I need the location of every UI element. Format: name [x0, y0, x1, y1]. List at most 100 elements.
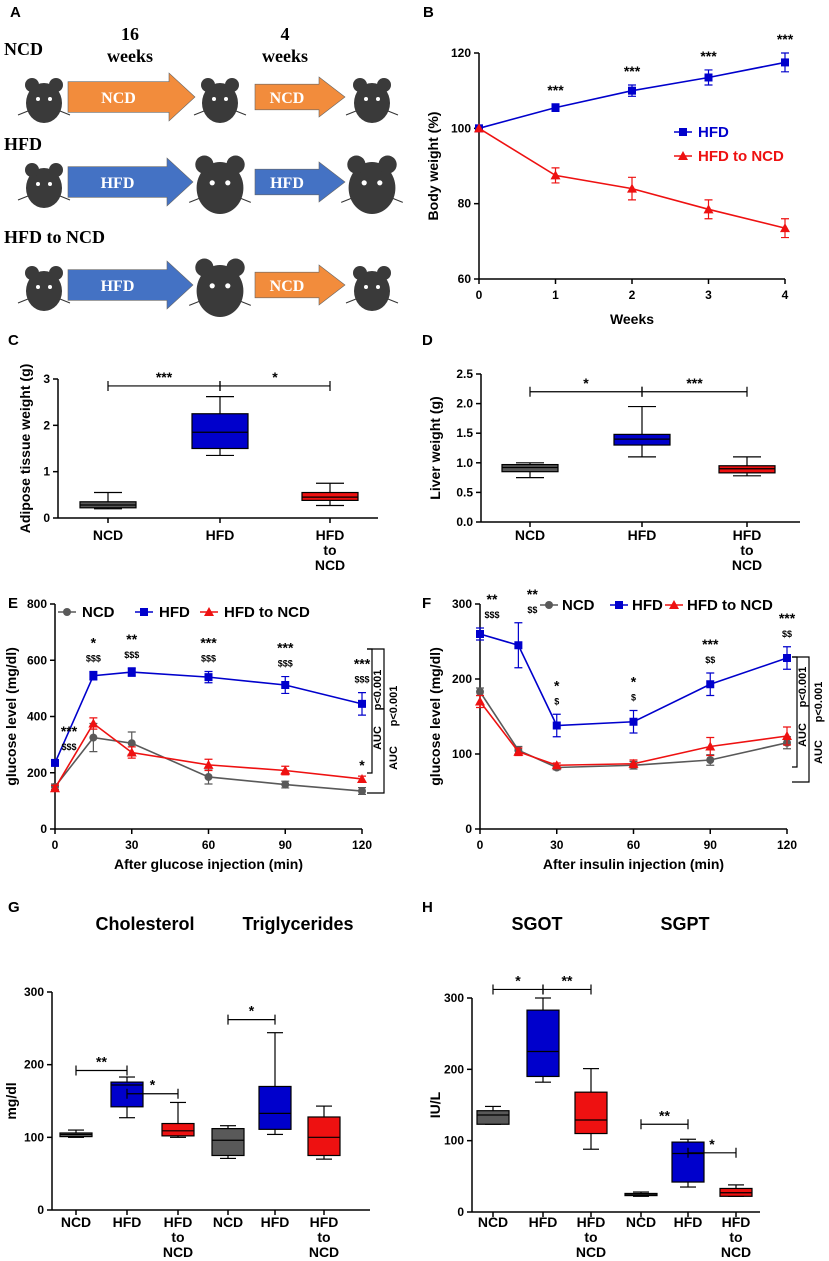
y-tick-label: 300 — [444, 991, 464, 1005]
box — [211, 1128, 245, 1157]
y-tick-label: 0.0 — [456, 515, 473, 529]
y-tick-label: 0 — [37, 1203, 44, 1217]
legend-label: HFD to NCD — [687, 597, 773, 614]
data-point — [476, 630, 484, 638]
panel-label-h: H — [422, 899, 433, 916]
box — [476, 1110, 510, 1125]
x-tick-label: 4 — [782, 288, 789, 302]
mouse-icon — [345, 266, 399, 311]
significance-marker: * — [554, 677, 560, 693]
y-tick-label: 0 — [457, 1205, 464, 1219]
diet-arrow-label: HFD — [101, 278, 135, 295]
y-axis-label: mg/dl — [3, 1082, 19, 1119]
group-title: SGPT — [660, 914, 709, 934]
auc-label: AUC — [388, 746, 400, 770]
y-tick-label: 200 — [452, 672, 472, 686]
auc-label: p<0.001 — [813, 682, 825, 723]
significance-marker: ** — [659, 1107, 670, 1123]
box — [671, 1141, 705, 1183]
auc-bracket — [792, 656, 810, 783]
y-tick-label: 80 — [458, 197, 472, 211]
significance-marker: $$$ — [278, 659, 293, 669]
category-label: NCD — [213, 1214, 243, 1230]
significance-marker: *** — [702, 636, 719, 652]
significance-marker: ** — [562, 972, 573, 988]
y-tick-label: 0.5 — [456, 485, 473, 499]
significance-marker: *** — [686, 375, 703, 391]
box — [258, 1085, 292, 1130]
legend-label: HFD — [698, 124, 729, 141]
data-point — [551, 760, 562, 770]
diet-arrow-label: HFD — [101, 175, 135, 192]
panel-label-d: D — [422, 332, 433, 349]
significance-marker: $ — [554, 696, 559, 706]
x-axis-label: After insulin injection (min) — [543, 856, 724, 872]
box — [301, 491, 359, 501]
significance-marker: *** — [61, 723, 78, 739]
y-axis-label: IU/L — [427, 1091, 443, 1118]
data-point — [629, 717, 638, 726]
y-tick-label: 1 — [43, 465, 50, 479]
x-tick-label: 3 — [705, 288, 712, 302]
legend-label: NCD — [562, 597, 595, 614]
category-label: HFD — [206, 527, 235, 543]
series-line — [54, 736, 363, 792]
data-point — [782, 731, 792, 740]
x-tick-label: 90 — [704, 838, 718, 852]
y-tick-label: 3 — [43, 372, 50, 386]
significance-marker: *** — [624, 63, 641, 79]
panel-label-f: F — [422, 595, 431, 612]
y-axis-label: Body weight (%) — [425, 112, 441, 221]
legend-marker — [669, 600, 679, 609]
significance-marker: * — [709, 1136, 715, 1152]
auc-label: AUC — [813, 740, 825, 764]
legend-marker — [204, 607, 214, 616]
legend-marker — [615, 601, 623, 609]
auc-label: AUC — [372, 726, 384, 750]
legend-label: NCD — [82, 604, 115, 621]
data-point — [281, 780, 290, 789]
duration-label: 16 — [121, 24, 139, 44]
x-tick-label: 120 — [352, 838, 372, 852]
data-point — [51, 758, 59, 767]
category-label: NCD — [93, 527, 123, 543]
significance-marker: ** — [96, 1053, 107, 1069]
significance-marker: ** — [487, 591, 498, 607]
category-label: NCD — [61, 1214, 91, 1230]
x-tick-label: 60 — [627, 838, 641, 852]
group-title: Triglycerides — [242, 914, 353, 934]
auc-label: p<0.001 — [797, 667, 809, 708]
data-point — [474, 123, 484, 133]
y-tick-label: 300 — [24, 985, 44, 999]
category-label-wrapped: HFD to NCD — [721, 1214, 751, 1260]
data-point — [126, 747, 137, 757]
data-point — [358, 699, 366, 708]
legend-marker — [678, 151, 688, 160]
legend-marker — [63, 608, 71, 616]
data-point — [706, 756, 715, 764]
group-name-label: HFD — [4, 134, 42, 154]
mouse-icon — [345, 78, 399, 123]
y-tick-label: 200 — [24, 1058, 44, 1072]
significance-bracket — [542, 984, 592, 995]
y-tick-label: 1.5 — [456, 426, 473, 440]
duration-label: 4 — [281, 24, 290, 44]
x-tick-label: 0 — [477, 838, 484, 852]
significance-marker: * — [359, 757, 365, 773]
data-point — [513, 746, 524, 756]
x-tick-label: 60 — [202, 838, 216, 852]
diet-arrow-label: HFD — [270, 175, 304, 192]
diet-arrow — [254, 76, 346, 118]
y-tick-label: 300 — [452, 597, 472, 611]
y-tick-label: 600 — [27, 653, 47, 667]
data-point — [781, 58, 789, 67]
x-tick-label: 30 — [550, 838, 564, 852]
data-point — [552, 721, 561, 730]
data-point — [551, 103, 560, 112]
x-tick-label: 1 — [552, 288, 559, 302]
data-point — [706, 680, 715, 689]
y-tick-label: 2.0 — [456, 397, 473, 411]
diet-arrow — [67, 260, 194, 310]
category-label: HFD — [529, 1214, 558, 1230]
significance-marker: * — [583, 375, 589, 391]
